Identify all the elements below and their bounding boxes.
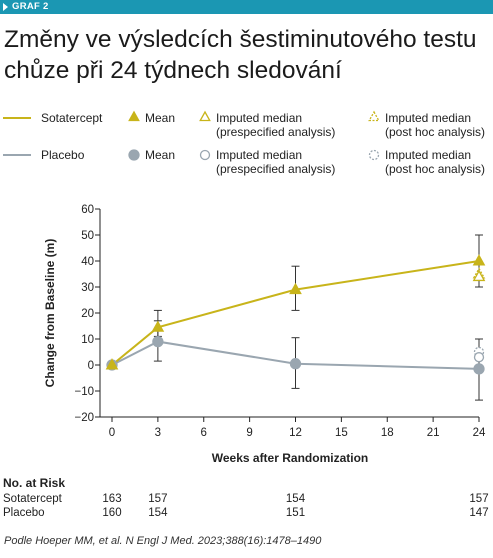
- sotatercept-prespecified-median-point: [472, 269, 486, 282]
- legend-mean-circle-icon: [128, 149, 140, 161]
- legend-prespecified-sublabel: (prespecified analysis): [216, 125, 335, 139]
- legend-placebo-label: Placebo: [41, 148, 85, 162]
- legend-prespecified-triangle-icon: [199, 110, 211, 122]
- risk-table-value: 157: [469, 493, 488, 505]
- legend-prespecified-label-placebo: Imputed median: [216, 148, 302, 162]
- x-tick-label: 18: [381, 427, 394, 439]
- risk-table-value: 157: [148, 493, 167, 505]
- sotatercept-mean-point: [472, 254, 486, 266]
- placebo-series-line: [111, 340, 480, 370]
- x-tick-label: 3: [155, 427, 161, 439]
- sotatercept-series-line: [111, 260, 480, 366]
- risk-table-title: No. at Risk: [3, 476, 65, 490]
- legend-mean-triangle-icon: [128, 110, 140, 122]
- x-tick-label: 24: [473, 427, 486, 439]
- legend-posthoc-triangle-icon: [368, 110, 380, 122]
- legend-prespecified-circle-icon: [199, 149, 211, 161]
- x-tick-label: 21: [427, 427, 440, 439]
- placebo-mean-point: [473, 363, 485, 375]
- risk-table-row-label: Placebo: [3, 507, 45, 519]
- figure-tag: GRAF 2: [12, 1, 49, 12]
- legend-posthoc-label: Imputed median: [385, 111, 471, 125]
- risk-table-value: 163: [102, 493, 121, 505]
- y-tick-label: 40: [81, 256, 94, 268]
- legend-prespecified-sublabel-placebo: (prespecified analysis): [216, 162, 335, 176]
- risk-table-value: 160: [102, 507, 121, 519]
- y-tick-label: 50: [81, 230, 94, 242]
- x-tick-label: 6: [201, 427, 207, 439]
- risk-table-value: 151: [286, 507, 305, 519]
- y-tick-label: −20: [74, 412, 94, 424]
- source-citation: Podle Hoeper MM, et al. N Engl J Med. 20…: [4, 535, 322, 547]
- placebo-mean-point: [152, 335, 164, 348]
- x-tick-label: 12: [289, 427, 302, 439]
- risk-table-value: 147: [469, 507, 488, 519]
- legend-sotatercept-label: Sotatercept: [41, 111, 103, 125]
- legend-posthoc-sublabel: (post hoc analysis): [385, 125, 485, 139]
- x-tick-label: 0: [109, 427, 115, 439]
- y-axis-label: Change from Baseline (m): [43, 239, 57, 388]
- placebo-prespecified-median-point: [473, 352, 485, 363]
- y-tick-label: 0: [88, 360, 94, 372]
- risk-table-value: 154: [286, 493, 306, 505]
- y-tick-label: −10: [74, 386, 94, 398]
- figure-tag-bar: GRAF 2: [0, 0, 493, 14]
- legend-posthoc-label-placebo: Imputed median: [385, 148, 471, 162]
- x-tick-label: 9: [246, 427, 252, 439]
- legend-posthoc-circle-icon: [368, 149, 380, 161]
- y-tick-label: 60: [81, 204, 94, 216]
- sotatercept-mean-point: [151, 320, 165, 332]
- y-tick-label: 20: [81, 308, 94, 320]
- legend-mean-label-placebo: Mean: [145, 148, 175, 162]
- legend-mean-label: Mean: [145, 111, 175, 125]
- placebo-mean-point: [289, 358, 302, 370]
- sotatercept-mean-point: [105, 358, 119, 370]
- page-title: Změny ve výsledcích šestiminutového test…: [4, 26, 477, 84]
- x-axis-label: Weeks after Randomization: [212, 451, 368, 465]
- triangle-icon: [3, 3, 8, 11]
- y-tick-label: 30: [81, 282, 94, 294]
- x-tick-label: 15: [335, 427, 348, 439]
- legend-prespecified-label: Imputed median: [216, 111, 302, 125]
- legend-posthoc-sublabel-placebo: (post hoc analysis): [385, 162, 485, 176]
- y-tick-label: 10: [81, 334, 94, 346]
- sotatercept-mean-point: [289, 282, 302, 295]
- risk-table-value: 154: [148, 507, 168, 519]
- risk-table-row-label: Sotatercept: [3, 493, 63, 505]
